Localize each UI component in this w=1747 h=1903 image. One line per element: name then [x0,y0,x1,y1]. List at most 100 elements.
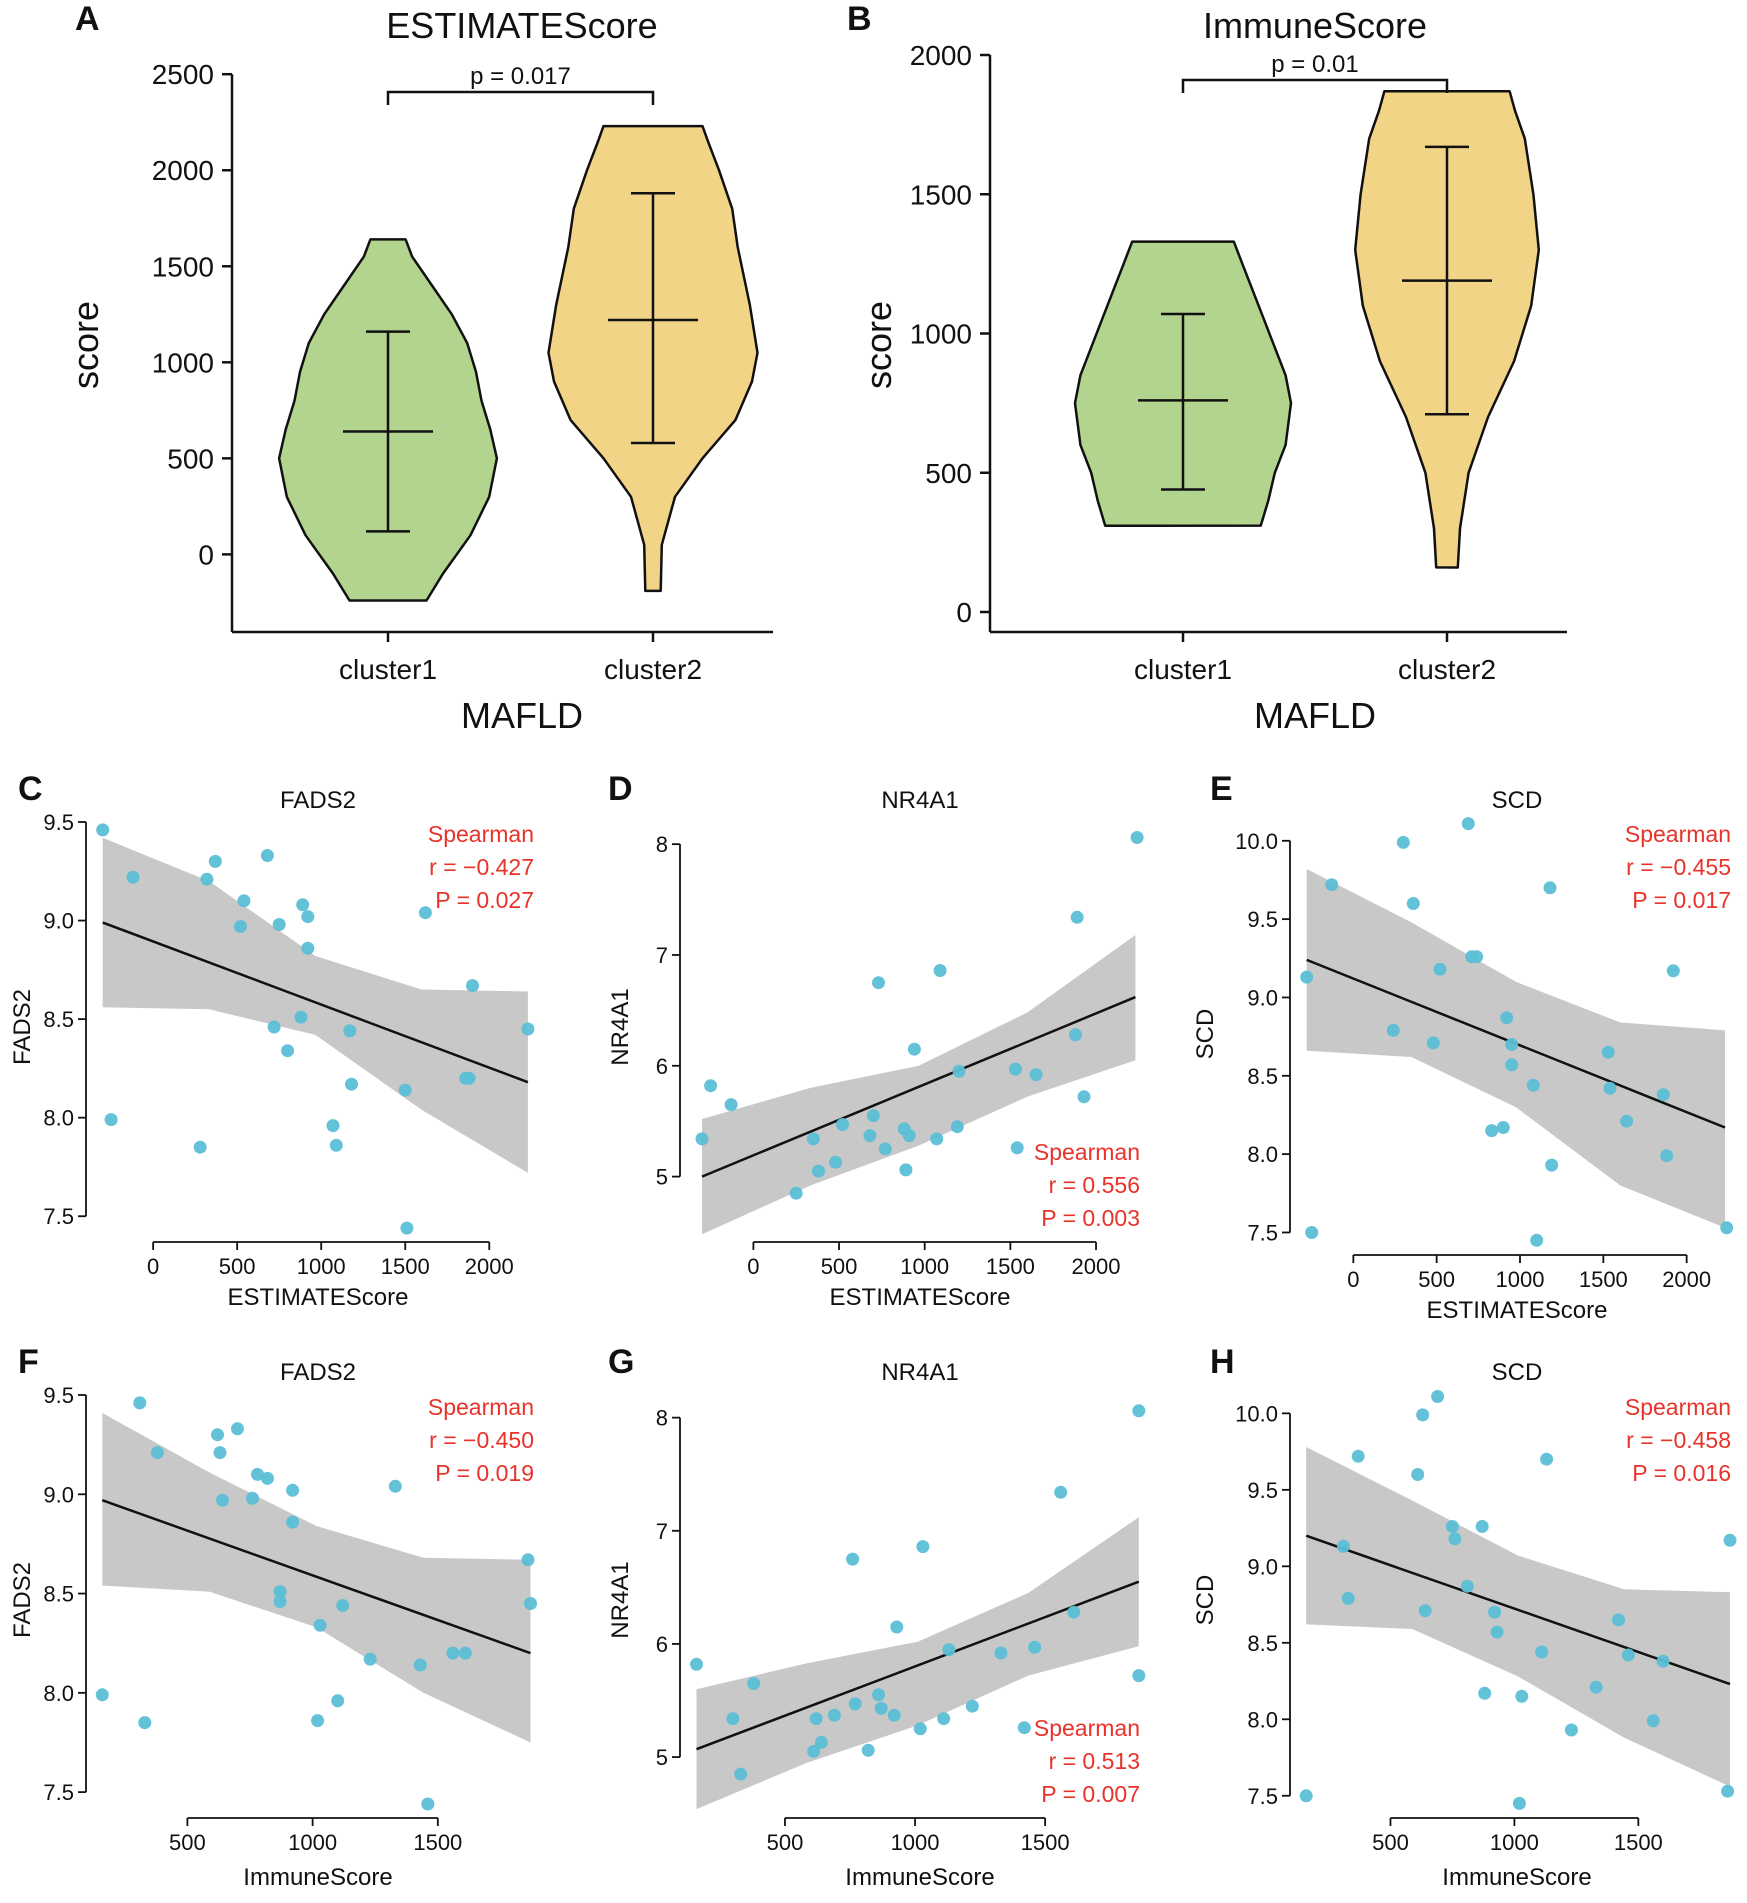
y-axis-label: score [65,301,106,389]
chart-title: NR4A1 [881,787,958,814]
violin-panel-B: B ImmuneScore 0 500 1000 1500 2000 cluster1 clus… [847,0,1567,736]
data-point [313,1618,327,1632]
y-tick-label: 500 [167,443,214,474]
data-point [1300,970,1314,984]
data-point [1448,1532,1462,1546]
data-point [1723,1533,1737,1547]
data-point [311,1714,325,1728]
y-tick-label: 6 [656,1632,668,1657]
data-point [296,898,310,912]
stat-p: P = 0.003 [1041,1205,1140,1231]
data-point [1666,964,1680,978]
y-tick-label: 10.0 [1235,1401,1278,1426]
y-tick-label: 9.5 [1247,907,1278,932]
chart-title: ImmuneScore [1203,5,1427,46]
stat-p: P = 0.007 [1041,1781,1140,1807]
x-axis-label: ImmuneScore [1442,1864,1591,1891]
data-point [724,1098,738,1112]
data-point [524,1597,537,1610]
data-point [1721,1784,1735,1798]
data-point [1543,881,1557,895]
data-point [1396,835,1410,849]
data-point [878,1142,892,1156]
x-tick-label: 500 [169,1830,206,1855]
data-point [1069,1028,1082,1042]
data-point [281,1044,295,1058]
data-point [294,1010,308,1024]
data-point [1500,1011,1514,1025]
data-point [950,1120,964,1134]
data-point [1077,1090,1091,1104]
data-point [874,1701,888,1715]
data-point [1612,1613,1625,1627]
y-tick-label: 7.5 [43,1204,74,1229]
chart-title: NR4A1 [881,1359,958,1386]
data-point [907,1042,921,1056]
data-point [1656,1088,1670,1102]
data-point [336,1599,350,1612]
data-point [726,1712,740,1726]
x-tick-label: 1000 [297,1254,346,1279]
stat-method: Spearman [428,1394,534,1420]
data-point [398,1083,412,1097]
scatter-panel-G: G NR4A1 5 6 7 8 500 1000 1500 NR4A1 ImmuneScore Spe… [607,1343,1146,1891]
y-tick-label: 8.5 [43,1582,74,1607]
data-point [345,1077,358,1091]
data-point [1299,1789,1313,1803]
data-point [301,941,315,955]
data-point [1325,878,1339,892]
x-axis-label: ImmuneScore [845,1864,994,1891]
stat-method: Spearman [1625,821,1731,847]
panel-letter: G [608,1343,634,1381]
stat-method: Spearman [428,821,534,847]
y-tick-label: 7 [656,943,668,968]
data-point [458,1646,472,1660]
panel-letter: E [1210,770,1233,808]
data-point [1496,1121,1510,1134]
data-point [1406,897,1420,910]
data-point [466,979,479,993]
scatter-panel-H: H SCD 7.5 8.0 8.5 9.0 9.5 10.0 500 1000 1500 SCD Imm… [1192,1343,1737,1891]
data-point [812,1164,825,1178]
x-tick-label: 1000 [288,1830,337,1855]
data-point [1601,1045,1615,1059]
data-point [829,1155,843,1169]
confidence-band [102,837,528,1173]
data-point [1475,1520,1489,1533]
data-point [1028,1640,1042,1654]
x-tick-label: 500 [1418,1267,1455,1292]
y-tick-label: 8.0 [1247,1707,1278,1732]
data-point [1478,1686,1492,1700]
data-point [462,1071,476,1085]
data-point [1341,1591,1355,1605]
data-point [1416,1408,1430,1422]
x-tick-label: 1000 [1490,1830,1539,1855]
data-point [846,1552,860,1566]
y-axis-label: SCD [1192,1575,1219,1626]
regression-line [696,1580,1140,1751]
y-tick-label: 7.5 [1247,1220,1278,1245]
y-tick-label: 7.5 [43,1780,74,1805]
data-point [965,1699,979,1713]
violin-panel-A: A ESTIMATEScore 0 500 1000 1500 2000 2500 cluste… [65,0,773,736]
data-point [126,870,140,884]
data-point [286,1515,300,1529]
stat-method: Spearman [1625,1394,1731,1420]
x-axis-label: MAFLD [461,695,583,736]
data-point [1530,1233,1544,1247]
x-axis-label: ESTIMATEScore [830,1284,1011,1311]
data-point [1305,1226,1319,1239]
data-point [836,1118,849,1131]
y-tick-label: 7 [656,1519,668,1544]
data-point [261,1471,274,1485]
data-point [193,1140,207,1154]
data-point [848,1697,862,1711]
y-tick-label: 1500 [152,251,214,282]
y-tick-label: 500 [925,458,972,489]
y-axis-label: FADS2 [9,989,36,1065]
y-tick-label: 9.0 [43,1482,74,1507]
data-point [1490,1625,1504,1639]
x-axis-label: ImmuneScore [243,1864,392,1891]
x-tick-label: 500 [821,1254,858,1279]
x-tick-label: 2000 [1072,1254,1121,1279]
